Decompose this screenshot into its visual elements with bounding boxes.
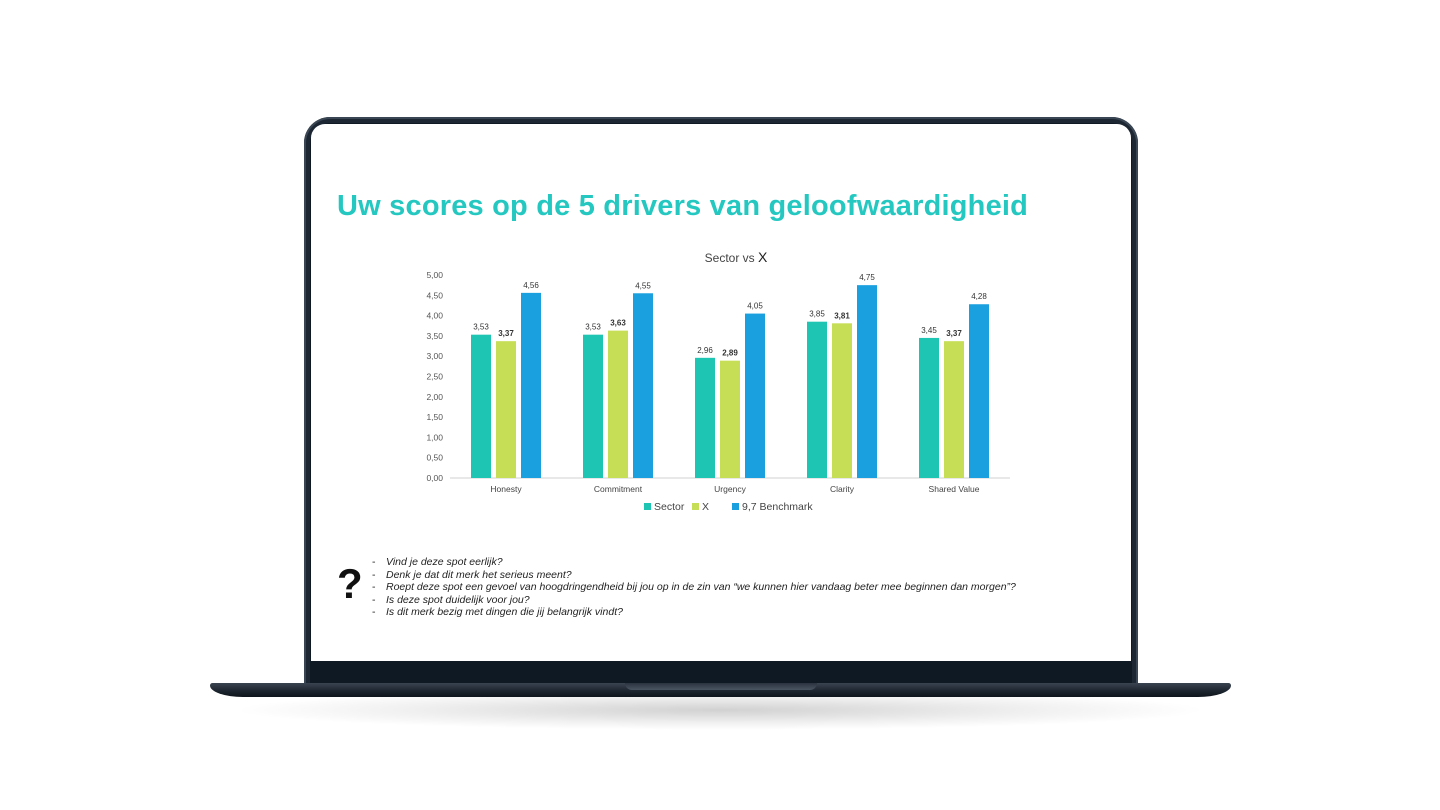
chart-title-emph: X <box>758 249 768 265</box>
bar-sector <box>583 334 603 478</box>
laptop-base <box>210 683 1231 697</box>
x-tick-label: Commitment <box>594 484 643 494</box>
question-mark-icon: ? <box>337 560 363 607</box>
y-tick-label: 4,00 <box>426 311 443 321</box>
legend: Sector X 9,7 Benchmark <box>644 501 813 513</box>
data-label: 3,81 <box>834 311 850 320</box>
bar-series: 3,53 3,37 4,56 3,53 3,63 4,55 2,96 2,89 4,05 3,85… <box>471 273 989 478</box>
chart-title: Sector vs X <box>705 249 768 265</box>
question-item: Vind je deze spot eerlijk? <box>372 556 1016 569</box>
y-tick-label: 0,50 <box>426 453 443 463</box>
bar-9-7-benchmark <box>521 292 541 478</box>
question-item: Is deze spot duidelijk voor jou? <box>372 594 1016 607</box>
y-axis: 0,00 0,50 1,00 1,50 2,00 2,50 3,00 3,50 4,00 4,50… <box>426 270 1010 483</box>
data-label: 3,85 <box>809 310 825 319</box>
bar-sector <box>807 321 827 478</box>
question-item: Roept deze spot een gevoel van hoogdring… <box>372 581 1016 594</box>
chart-title-main: Sector vs <box>705 251 758 265</box>
bar-x <box>944 341 964 478</box>
data-label: 4,56 <box>523 281 539 290</box>
legend-label: 9,7 Benchmark <box>742 501 813 513</box>
legend-swatch <box>692 503 699 510</box>
y-tick-label: 1,50 <box>426 412 443 422</box>
bar-9-7-benchmark <box>633 293 653 478</box>
y-tick-label: 2,50 <box>426 372 443 382</box>
y-tick-label: 4,50 <box>426 290 443 300</box>
bar-x <box>832 323 852 478</box>
x-tick-label: Clarity <box>830 484 855 494</box>
data-label: 4,55 <box>635 281 651 290</box>
data-label: 2,96 <box>697 346 713 355</box>
bar-chart: Sector vs X 0,00 0,50 1,00 1,50 2,00 2,50 3,00… <box>426 249 1010 513</box>
bar-x <box>496 341 516 478</box>
laptop-notch <box>625 683 817 690</box>
y-tick-label: 1,00 <box>426 432 443 442</box>
question-item: Is dit merk bezig met dingen die jij bel… <box>372 606 1016 619</box>
question-list: Vind je deze spot eerlijk? Denk je dat d… <box>372 556 1016 619</box>
data-label: 3,53 <box>473 323 489 332</box>
data-label: 3,37 <box>946 329 962 338</box>
data-label: 3,63 <box>610 319 626 328</box>
data-label: 4,75 <box>859 273 875 282</box>
bar-sector <box>695 357 715 478</box>
data-label: 3,53 <box>585 323 601 332</box>
y-tick-label: 5,00 <box>426 270 443 280</box>
x-axis: Honesty Commitment Urgency Clarity Shared Va… <box>490 484 979 494</box>
y-tick-label: 3,00 <box>426 351 443 361</box>
legend-label: Sector <box>654 501 685 513</box>
x-tick-label: Honesty <box>490 484 522 494</box>
x-tick-label: Shared Value <box>929 484 980 494</box>
y-tick-label: 2,00 <box>426 392 443 402</box>
bar-9-7-benchmark <box>857 285 877 478</box>
x-tick-label: Urgency <box>714 484 746 494</box>
bar-x <box>608 330 628 478</box>
y-tick-label: 3,50 <box>426 331 443 341</box>
data-label: 4,28 <box>971 292 987 301</box>
question-item: Denk je dat dit merk het serieus meent? <box>372 569 1016 582</box>
bar-x <box>720 360 740 478</box>
slide-title: Uw scores op de 5 drivers van geloofwaar… <box>337 190 1029 222</box>
bar-sector <box>919 337 939 478</box>
bar-9-7-benchmark <box>745 313 765 478</box>
y-tick-label: 0,00 <box>426 473 443 483</box>
legend-swatch <box>644 503 651 510</box>
data-label: 3,45 <box>921 326 937 335</box>
data-label: 4,05 <box>747 302 763 311</box>
legend-label: X <box>702 501 709 513</box>
bar-9-7-benchmark <box>969 304 989 478</box>
legend-swatch <box>732 503 739 510</box>
data-label: 2,89 <box>722 349 738 358</box>
bar-sector <box>471 334 491 478</box>
data-label: 3,37 <box>498 329 514 338</box>
